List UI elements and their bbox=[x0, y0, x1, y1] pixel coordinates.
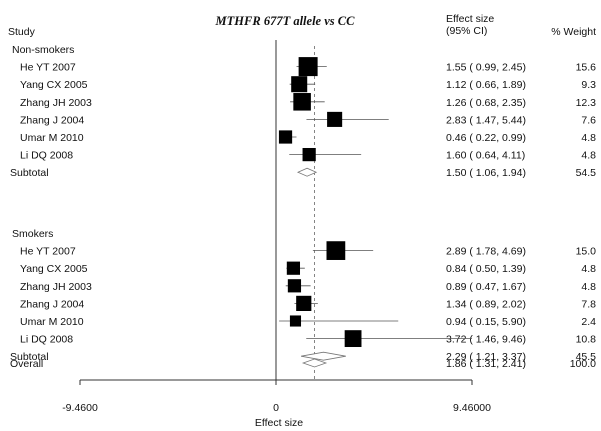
x-axis: Effect size -9.4600 0 9.46000 bbox=[62, 379, 491, 429]
study-ci-text: 3.72 ( 1.46, 9.46) bbox=[446, 334, 526, 346]
effect-size-column-header: Effect size bbox=[446, 13, 494, 25]
x-axis-label: Effect size bbox=[255, 417, 303, 429]
study-ci-text: 1.60 ( 0.64, 4.11) bbox=[446, 150, 525, 162]
study-label: Yang CX 2005 bbox=[20, 79, 88, 91]
study-point-box bbox=[327, 111, 343, 127]
study-label: Umar M 2010 bbox=[20, 132, 84, 144]
study-label: Zhang JH 2003 bbox=[20, 97, 92, 109]
study-weight: 4.8 bbox=[581, 150, 596, 162]
study-ci-text: 0.89 ( 0.47, 1.67) bbox=[446, 281, 526, 293]
study-weight: 4.8 bbox=[581, 132, 596, 144]
chart-title: MTHFR 677T allele vs CC bbox=[215, 14, 356, 28]
x-axis-tick-label: 9.46000 bbox=[453, 402, 491, 414]
x-axis-tick-label: 0 bbox=[273, 402, 279, 414]
study-ci-text: 0.46 ( 0.22, 0.99) bbox=[446, 132, 526, 144]
study-weight: 7.8 bbox=[581, 298, 596, 310]
study-ci-text: 0.84 ( 0.50, 1.39) bbox=[446, 263, 526, 275]
x-axis-tick-label: -9.4600 bbox=[62, 402, 98, 414]
study-weight: 4.8 bbox=[581, 281, 596, 293]
study-weight: 7.6 bbox=[581, 114, 596, 126]
study-label: He YT 2007 bbox=[20, 246, 76, 258]
study-point-box bbox=[291, 76, 308, 93]
group-label: Non-smokers bbox=[12, 44, 74, 56]
group-label: Smokers bbox=[12, 228, 53, 240]
subtotal-label: Subtotal bbox=[10, 167, 49, 179]
study-label: Li DQ 2008 bbox=[20, 150, 73, 162]
study-label: Umar M 2010 bbox=[20, 316, 84, 328]
subtotal-weight: 45.5 bbox=[576, 351, 597, 363]
study-point-box bbox=[302, 147, 316, 162]
header: Study MTHFR 677T allele vs CC Effect siz… bbox=[8, 13, 596, 38]
study-label: He YT 2007 bbox=[20, 62, 76, 74]
subtotal-ci-text: 2.29 ( 1.21, 3.37) bbox=[446, 351, 526, 363]
study-weight: 2.4 bbox=[581, 316, 596, 328]
study-label: Zhang JH 2003 bbox=[20, 281, 92, 293]
study-weight: 4.8 bbox=[581, 263, 596, 275]
study-point-box bbox=[289, 315, 302, 327]
subtotal-diamond bbox=[300, 351, 346, 361]
study-ci-text: 1.12 ( 0.66, 1.89) bbox=[446, 79, 526, 91]
study-column-header: Study bbox=[8, 26, 36, 38]
study-point-box bbox=[296, 295, 312, 311]
subtotal-weight: 54.5 bbox=[576, 167, 597, 179]
study-ci-text: 1.55 ( 0.99, 2.45) bbox=[446, 62, 526, 74]
study-point-box bbox=[286, 261, 301, 275]
study-weight: 10.8 bbox=[576, 334, 597, 346]
ci-column-header: (95% CI) bbox=[446, 25, 487, 37]
study-point-box bbox=[344, 330, 362, 348]
overall-weight: 100.0 bbox=[570, 358, 596, 370]
subtotal-ci-text: 1.50 ( 1.06, 1.94) bbox=[446, 167, 526, 179]
forest-rows: Non-smokers He YT 2007 1.55 ( 0.99, 2.45) 1… bbox=[10, 44, 596, 370]
study-point-box bbox=[293, 93, 311, 111]
study-ci-text: 1.34 ( 0.89, 2.02) bbox=[446, 298, 526, 310]
overall-ci-text: 1.86 ( 1.31, 2.41) bbox=[446, 358, 526, 370]
subtotal-label: Subtotal bbox=[10, 351, 49, 363]
weight-column-header: % Weight bbox=[551, 26, 596, 38]
study-label: Li DQ 2008 bbox=[20, 334, 73, 346]
study-point-box bbox=[287, 279, 302, 293]
overall-label: Overall bbox=[10, 358, 43, 370]
study-weight: 15.6 bbox=[576, 62, 597, 74]
study-label: Zhang J 2004 bbox=[20, 114, 84, 126]
study-weight: 9.3 bbox=[581, 79, 596, 91]
study-ci-text: 2.89 ( 1.78, 4.69) bbox=[446, 246, 526, 258]
study-label: Zhang J 2004 bbox=[20, 298, 84, 310]
study-point-box bbox=[326, 241, 346, 260]
study-weight: 15.0 bbox=[576, 246, 597, 258]
overall-diamond bbox=[301, 358, 328, 368]
study-point-box bbox=[278, 130, 293, 144]
study-point-box bbox=[298, 57, 318, 77]
study-weight: 12.3 bbox=[576, 97, 597, 109]
study-ci-text: 2.83 ( 1.47, 5.44) bbox=[446, 114, 526, 126]
study-label: Yang CX 2005 bbox=[20, 263, 88, 275]
plot-area bbox=[275, 40, 472, 380]
study-ci-text: 0.94 ( 0.15, 5.90) bbox=[446, 316, 526, 328]
study-ci-text: 1.26 ( 0.68, 2.35) bbox=[446, 97, 526, 109]
subtotal-diamond bbox=[296, 167, 318, 177]
